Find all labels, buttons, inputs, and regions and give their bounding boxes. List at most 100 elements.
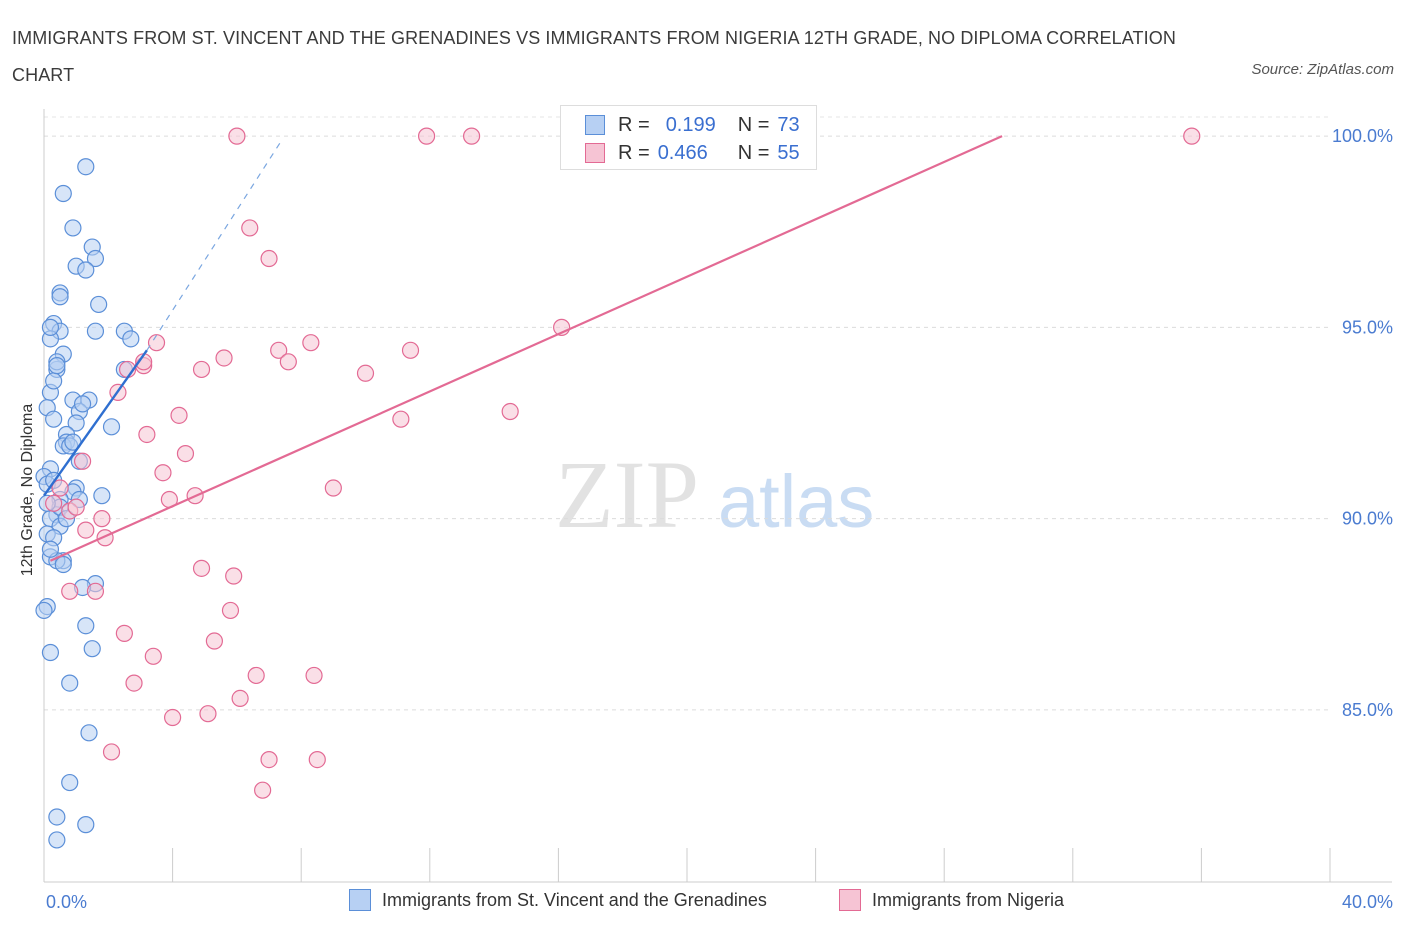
data-point [138, 425, 156, 444]
legend-swatch-pink [585, 143, 605, 163]
data-point [231, 689, 249, 708]
x-tick-label: 40.0% [1342, 892, 1393, 912]
data-point [77, 521, 95, 539]
data-point [302, 334, 320, 352]
data-point [305, 666, 323, 685]
legend-r-label: R = [618, 141, 650, 164]
trend-lines [43, 135, 1003, 562]
legend-item-nigeria: Immigrants from Nigeria [839, 889, 1064, 911]
data-point [215, 349, 233, 367]
data-point [115, 624, 133, 642]
data-point [54, 184, 72, 203]
data-point [417, 127, 436, 145]
data-point [102, 743, 121, 761]
data-point [48, 357, 66, 375]
data-point [176, 445, 195, 463]
legend-n-label: N = [737, 113, 770, 136]
legend-n-value: 55 [777, 141, 800, 164]
data-point [247, 666, 265, 685]
stats-legend: R = 0.199 N = 73 R = 0.466 N = 55 [560, 105, 817, 170]
watermark-zip: ZIP [555, 441, 699, 548]
data-point [35, 601, 53, 620]
data-point [67, 498, 85, 516]
y-tick-label: 90.0% [1342, 509, 1393, 529]
y-tick-label: 85.0% [1342, 700, 1393, 720]
legend-n-value: 73 [777, 113, 800, 136]
data-point [93, 487, 111, 505]
data-point [392, 410, 410, 428]
data-point [401, 341, 420, 359]
data-point [147, 334, 166, 352]
data-point [144, 647, 162, 665]
data-point [86, 249, 105, 268]
data-point [45, 410, 63, 428]
data-point [199, 705, 217, 723]
chart-title: IMMIGRANTS FROM ST. VINCENT AND THE GREN… [12, 28, 1176, 85]
legend-item-st-vincent: Immigrants from St. Vincent and the Gren… [349, 889, 767, 911]
data-point [48, 831, 66, 849]
legend-row-nigeria: R = 0.466 N = 55 [585, 141, 800, 165]
data-point [61, 674, 79, 692]
data-point [225, 567, 243, 585]
data-point [122, 330, 140, 348]
data-point [279, 353, 297, 371]
legend-label: Immigrants from Nigeria [872, 889, 1065, 910]
y-tick-label: 100.0% [1332, 126, 1393, 146]
data-point [501, 402, 519, 421]
data-point [45, 372, 63, 390]
data-point [1183, 127, 1201, 145]
x-tick-label: 0.0% [46, 892, 87, 912]
legend-label: Immigrants from St. Vincent and the Gren… [382, 889, 767, 910]
y-tick-label: 95.0% [1342, 317, 1393, 337]
data-point [308, 750, 326, 769]
data-point [41, 540, 60, 558]
data-point [64, 219, 82, 237]
trend-line-st-vincent-extension [146, 139, 283, 351]
data-point [205, 632, 223, 650]
data-point [61, 773, 79, 792]
data-point [77, 617, 95, 635]
data-point [324, 479, 342, 497]
data-point [73, 395, 92, 413]
data-point [77, 816, 95, 834]
legend-row-st-vincent: R = 0.199 N = 73 [585, 113, 800, 137]
data-point [83, 640, 101, 658]
data-point [260, 750, 278, 769]
data-point [192, 360, 211, 379]
legend-swatch-blue [585, 115, 605, 135]
series-nigeria-points [45, 127, 1201, 799]
data-point [241, 219, 259, 237]
legend-n-label: N = [737, 141, 770, 164]
data-point [164, 708, 182, 727]
data-point [77, 158, 95, 176]
data-point [67, 414, 85, 432]
data-point [254, 781, 272, 799]
data-point [462, 127, 481, 145]
data-point [125, 674, 143, 692]
data-point [41, 643, 60, 662]
data-point [260, 249, 278, 268]
data-point [45, 494, 63, 512]
legend-r-label: R = [618, 113, 650, 136]
data-point [54, 555, 72, 574]
legend-r-value: 0.466 [657, 141, 708, 164]
data-point [221, 601, 240, 620]
source-note: Source: ZipAtlas.com [1251, 61, 1394, 78]
data-point [192, 559, 211, 577]
data-point [41, 318, 60, 336]
data-point [86, 582, 105, 600]
data-point [80, 724, 98, 742]
trend-line-nigeria [49, 135, 1003, 562]
data-point [102, 418, 121, 436]
legend-swatch-blue [349, 889, 371, 911]
data-point [270, 341, 288, 359]
data-point [48, 808, 66, 826]
data-point [77, 261, 95, 279]
gridlines [44, 116, 1330, 711]
data-point [86, 322, 105, 340]
data-point [356, 364, 375, 382]
watermark-atlas: atlas [718, 460, 874, 543]
data-point [51, 479, 69, 497]
trend-line-st-vincent [43, 349, 148, 497]
data-point [170, 406, 188, 424]
